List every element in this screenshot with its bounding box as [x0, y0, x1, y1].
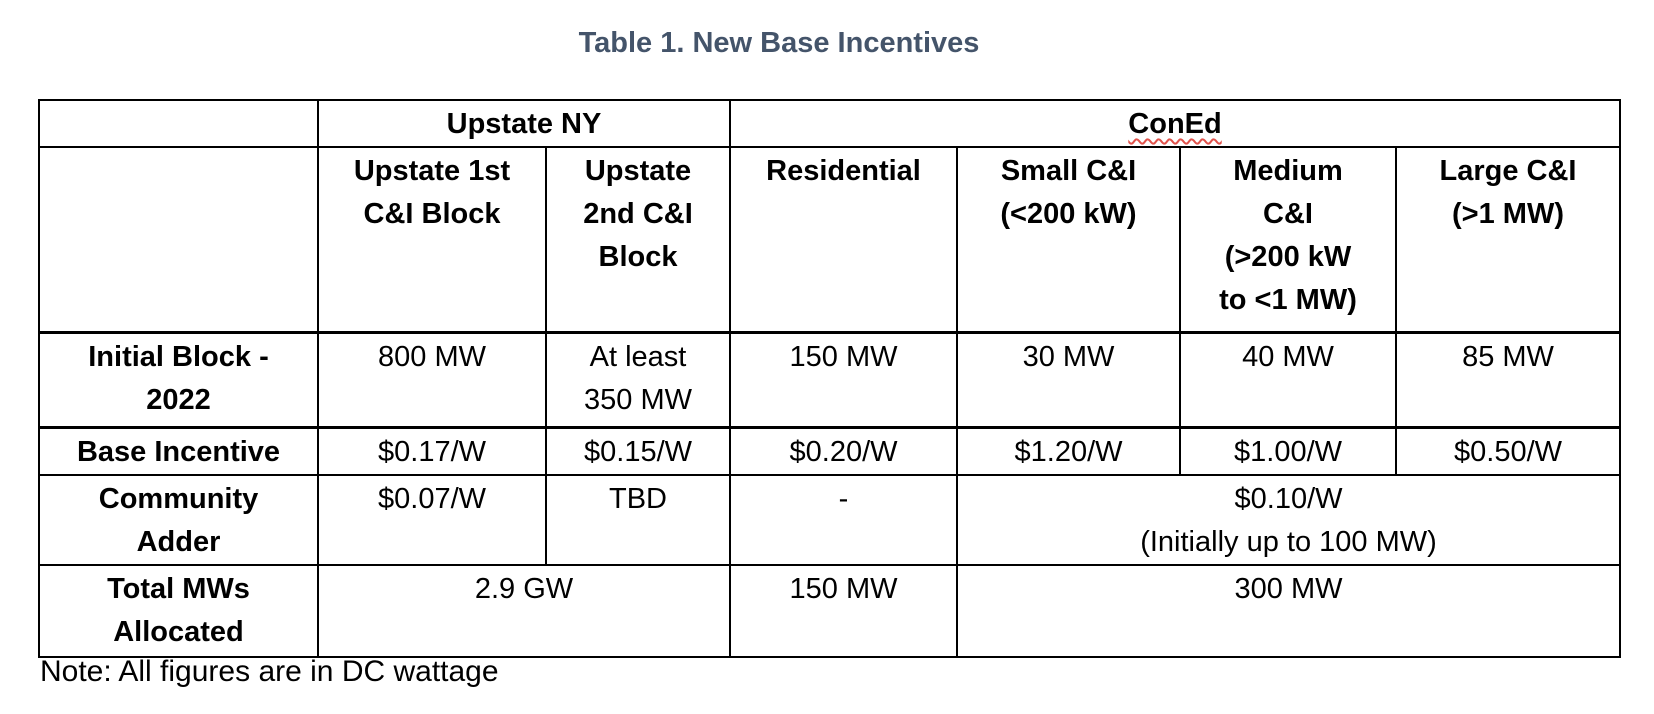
column-group-upstate-ny: Upstate NY	[317, 99, 731, 148]
table-cell: $0.17/W	[317, 426, 547, 476]
table-row-initial-block: Initial Block - 2022 800 MW At least 350…	[38, 331, 1621, 429]
row-header-community-adder: Community Adder	[38, 473, 319, 566]
table-row-base-incentive: Base Incentive $0.17/W $0.15/W $0.20/W $…	[38, 426, 1621, 476]
column-group-coned: ConEd	[729, 99, 1621, 148]
row-header-total-mws-allocated: Total MWs Allocated	[38, 563, 319, 658]
table-cell: $1.20/W	[956, 426, 1181, 476]
table-cell: TBD	[545, 473, 731, 566]
column-header-medium-ci: Medium C&I (>200 kW to <1 MW)	[1179, 146, 1397, 334]
column-header-upstate-2nd-ci-block: Upstate 2nd C&I Block	[545, 146, 731, 334]
header-group-row: Upstate NY ConEd	[38, 99, 1621, 148]
row-header-initial-block-2022: Initial Block - 2022	[38, 331, 319, 429]
table-cell: 40 MW	[1179, 331, 1397, 429]
column-header-small-ci: Small C&I (<200 kW)	[956, 146, 1181, 334]
incentives-table: Upstate NY ConEd Upstate 1st C&I Block U…	[38, 99, 1621, 658]
table-cell-merged-coned-total: 300 MW	[956, 563, 1621, 658]
table-cell: -	[729, 473, 958, 566]
table-cell: 150 MW	[729, 331, 958, 429]
corner-cell-top	[38, 99, 319, 148]
table-cell: $0.50/W	[1395, 426, 1621, 476]
table-cell: $0.20/W	[729, 426, 958, 476]
row-header-base-incentive: Base Incentive	[38, 426, 319, 476]
column-header-residential: Residential	[729, 146, 958, 334]
table-cell: $0.15/W	[545, 426, 731, 476]
table-cell: 800 MW	[317, 331, 547, 429]
page-title: Table 1. New Base Incentives	[578, 27, 980, 59]
table-cell: At least 350 MW	[545, 331, 731, 429]
table-cell-merged-upstate-total: 2.9 GW	[317, 563, 731, 658]
column-header-row: Upstate 1st C&I Block Upstate 2nd C&I Bl…	[38, 146, 1621, 334]
corner-cell-bottom	[38, 146, 319, 334]
table-cell: 85 MW	[1395, 331, 1621, 429]
column-header-large-ci: Large C&I (>1 MW)	[1395, 146, 1621, 334]
footnote: Note: All figures are in DC wattage	[40, 655, 499, 688]
column-header-upstate-1st-ci-block: Upstate 1st C&I Block	[317, 146, 547, 334]
table-cell: 30 MW	[956, 331, 1181, 429]
table-row-total-mws: Total MWs Allocated 2.9 GW 150 MW 300 MW	[38, 563, 1621, 658]
coned-label-spellcheck-squiggle: ConEd	[1128, 108, 1222, 140]
table-row-community-adder: Community Adder $0.07/W TBD - $0.10/W (I…	[38, 473, 1621, 566]
table-cell: 150 MW	[729, 563, 958, 658]
table-cell: $1.00/W	[1179, 426, 1397, 476]
table-cell-merged-coned-ci-adder: $0.10/W (Initially up to 100 MW)	[956, 473, 1621, 566]
table-cell: $0.07/W	[317, 473, 547, 566]
